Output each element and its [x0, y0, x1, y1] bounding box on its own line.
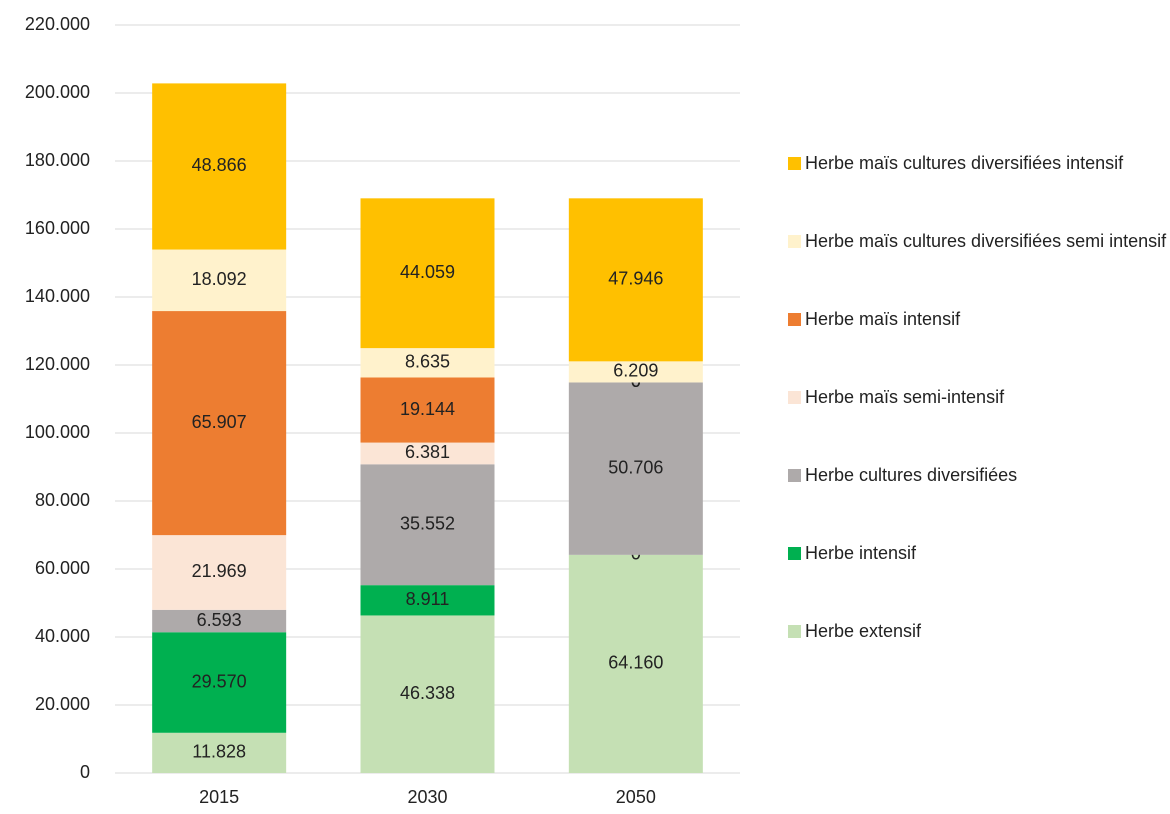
value-label: 6.381 [405, 442, 450, 462]
legend-label: Herbe intensif [805, 543, 917, 563]
value-label: 6.209 [613, 361, 658, 381]
legend-swatch [788, 235, 801, 248]
value-label: 29.570 [192, 671, 247, 691]
legend-swatch [788, 313, 801, 326]
y-tick-label: 100.000 [25, 422, 90, 442]
value-label: 47.946 [608, 269, 663, 289]
y-tick-label: 40.000 [35, 626, 90, 646]
bar-segment [152, 83, 287, 250]
value-label: 50.706 [608, 457, 663, 477]
legend-item: Herbe cultures diversifiées [788, 463, 1168, 487]
legend-label: Herbe maïs intensif [805, 309, 961, 329]
x-tick-label: 2030 [407, 787, 447, 807]
legend-item: Herbe maïs cultures diversifiées intensi… [788, 151, 1168, 175]
y-tick-label: 180.000 [25, 150, 90, 170]
bar-segment [360, 615, 495, 773]
legend-swatch [788, 625, 801, 638]
bar-segment [568, 361, 703, 383]
value-label: 11.828 [192, 742, 246, 762]
y-tick-label: 80.000 [35, 490, 90, 510]
legend-item: Herbe maïs semi-intensif [788, 385, 1168, 409]
legend-label: Herbe maïs cultures diversifiées semi in… [805, 231, 1167, 251]
bar-segment [360, 198, 495, 349]
value-label: 19.144 [400, 399, 455, 419]
bar-segment [360, 464, 495, 586]
value-label: 6.593 [197, 610, 242, 630]
legend-label: Herbe cultures diversifiées [805, 465, 1018, 485]
value-label: 8.911 [406, 589, 450, 609]
bar-segment [568, 382, 703, 555]
bar-segment [568, 554, 703, 773]
legend-item: Herbe maïs intensif [788, 307, 1168, 331]
value-label: 35.552 [400, 513, 455, 533]
x-tick-label: 2015 [199, 787, 239, 807]
legend-label: Herbe maïs cultures diversifiées intensi… [805, 153, 1124, 173]
legend-swatch [788, 391, 801, 404]
bar-segment [568, 198, 703, 362]
bar-segment [360, 377, 495, 443]
x-tick-label: 2050 [616, 787, 656, 807]
bar-segment [152, 632, 287, 733]
value-label: 46.338 [400, 683, 455, 703]
bar-segment [152, 732, 287, 773]
bar-segment [360, 442, 495, 465]
legend-label: Herbe extensif [805, 621, 922, 641]
bar-segment [152, 609, 287, 633]
bar-segment [152, 249, 287, 312]
legend-item: Herbe maïs cultures diversifiées semi in… [788, 229, 1168, 253]
bar-segment [360, 348, 495, 378]
y-tick-label: 200.000 [25, 82, 90, 102]
y-tick-label: 140.000 [25, 286, 90, 306]
legend-item: Herbe intensif [788, 541, 1168, 565]
bar-segment [152, 535, 287, 610]
value-label: 64.160 [608, 653, 663, 673]
value-label: 18.092 [192, 269, 247, 289]
bar-segment [152, 311, 287, 536]
legend-swatch [788, 547, 801, 560]
value-label: 48.866 [192, 155, 247, 175]
y-tick-label: 0 [80, 762, 90, 782]
bar-segment [360, 585, 495, 616]
y-tick-label: 220.000 [25, 14, 90, 34]
value-label: 44.059 [400, 262, 455, 282]
y-tick-label: 120.000 [25, 354, 90, 374]
y-tick-label: 60.000 [35, 558, 90, 578]
value-label: 65.907 [192, 412, 247, 432]
legend-swatch [788, 469, 801, 482]
value-label: 8.635 [405, 352, 450, 372]
value-label: 21.969 [192, 561, 247, 581]
legend-label: Herbe maïs semi-intensif [805, 387, 1005, 407]
legend-item: Herbe extensif [788, 619, 1168, 643]
legend-swatch [788, 157, 801, 170]
y-tick-label: 20.000 [35, 694, 90, 714]
y-tick-label: 160.000 [25, 218, 90, 238]
